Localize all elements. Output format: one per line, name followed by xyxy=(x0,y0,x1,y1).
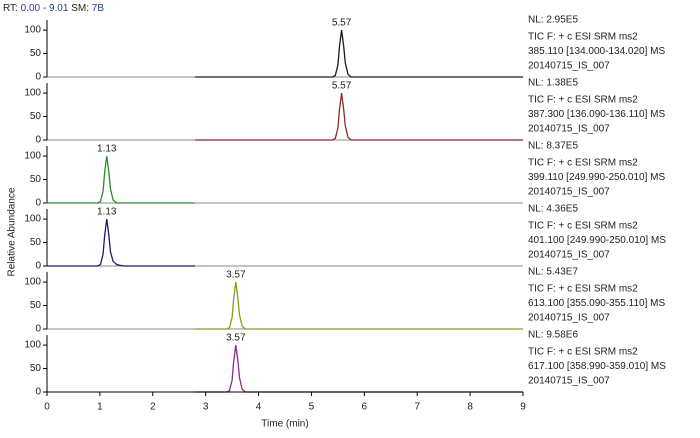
trace-info: 20140715_IS_007 xyxy=(528,187,610,198)
y-tick-label: 50 xyxy=(30,237,42,248)
nl-label: NL: 2.95E5 xyxy=(528,15,578,26)
rt-label: RT: xyxy=(3,3,18,14)
x-tick-label: 3 xyxy=(203,402,209,413)
y-axis-label: Relative Abundance xyxy=(7,187,18,276)
y-tick-label: 0 xyxy=(35,324,41,335)
trace-info: 20140715_IS_007 xyxy=(528,124,610,135)
peak-label: 5.57 xyxy=(332,18,352,29)
x-tick-label: 7 xyxy=(414,402,420,413)
trace xyxy=(47,155,196,204)
x-tick-label: 0 xyxy=(44,402,50,413)
y-tick-label: 0 xyxy=(35,135,41,146)
nl-label: NL: 1.38E5 xyxy=(528,78,578,89)
y-tick-label: 50 xyxy=(30,300,42,311)
trace-info: 399.110 [249.990-250.010] MS xyxy=(528,172,665,183)
trace-info: TIC F: + c ESI SRM ms2 xyxy=(528,32,638,43)
trace-info: TIC F: + c ESI SRM ms2 xyxy=(528,284,638,295)
y-tick-label: 50 xyxy=(30,48,42,59)
peak-label: 3.57 xyxy=(226,270,246,281)
trace xyxy=(195,344,523,393)
y-tick-label: 0 xyxy=(35,261,41,272)
trace-info: TIC F: + c ESI SRM ms2 xyxy=(528,95,638,106)
nl-label: NL: 8.37E5 xyxy=(528,141,578,152)
x-tick-label: 2 xyxy=(150,402,156,413)
x-tick-label: 8 xyxy=(467,402,473,413)
y-tick-label: 0 xyxy=(35,72,41,83)
x-axis-label: Time (min) xyxy=(261,419,308,430)
trace-info: TIC F: + c ESI SRM ms2 xyxy=(528,347,638,358)
y-tick-label: 50 xyxy=(30,174,42,185)
rt-range: 0.00 - 9.01 xyxy=(21,3,69,14)
sm-label: SM: xyxy=(71,3,89,14)
trace-info: 385.110 [134.000-134.020] MS xyxy=(528,46,665,57)
y-tick-label: 100 xyxy=(24,25,41,36)
x-tick-label: 1 xyxy=(97,402,103,413)
y-tick-label: 0 xyxy=(35,387,41,398)
x-tick-label: 6 xyxy=(362,402,368,413)
trace-info: 20140715_IS_007 xyxy=(528,61,610,72)
trace xyxy=(195,92,523,141)
trace-info: 387.300 [136.090-136.110] MS xyxy=(528,109,665,120)
nl-label: NL: 9.58E6 xyxy=(528,330,578,341)
peak-label: 5.57 xyxy=(332,81,352,92)
trace-info: 617.100 [358.990-359.010] MS xyxy=(528,361,666,372)
trace xyxy=(47,218,196,267)
peak-label: 1.13 xyxy=(97,207,117,218)
y-tick-label: 50 xyxy=(30,363,42,374)
sm-value: 7B xyxy=(92,3,105,14)
trace xyxy=(195,29,523,78)
peak-label: 1.13 xyxy=(97,144,117,155)
nl-label: NL: 5.43E7 xyxy=(528,267,578,278)
y-tick-label: 100 xyxy=(24,214,41,225)
y-tick-label: 100 xyxy=(24,88,41,99)
y-tick-label: 0 xyxy=(35,198,41,209)
y-tick-label: 100 xyxy=(24,151,41,162)
x-tick-label: 4 xyxy=(256,402,262,413)
trace-info: 20140715_IS_007 xyxy=(528,376,610,387)
y-tick-label: 50 xyxy=(30,111,42,122)
x-tick-label: 9 xyxy=(520,402,526,413)
y-tick-label: 100 xyxy=(24,340,41,351)
header: RT: 0.00 - 9.01 SM: 7B xyxy=(3,3,104,14)
trace-info: 20140715_IS_007 xyxy=(528,313,610,324)
trace-info: 401.100 [249.990-250.010] MS xyxy=(528,235,666,246)
trace-info: TIC F: + c ESI SRM ms2 xyxy=(528,221,638,232)
trace-info: TIC F: + c ESI SRM ms2 xyxy=(528,158,638,169)
trace-info: 613.100 [355.090-355.110] MS xyxy=(528,298,665,309)
y-tick-label: 100 xyxy=(24,277,41,288)
x-tick-label: 5 xyxy=(309,402,315,413)
peak-label: 3.57 xyxy=(226,333,246,344)
trace xyxy=(195,281,523,330)
trace-info: 20140715_IS_007 xyxy=(528,250,610,261)
nl-label: NL: 4.36E5 xyxy=(528,204,578,215)
